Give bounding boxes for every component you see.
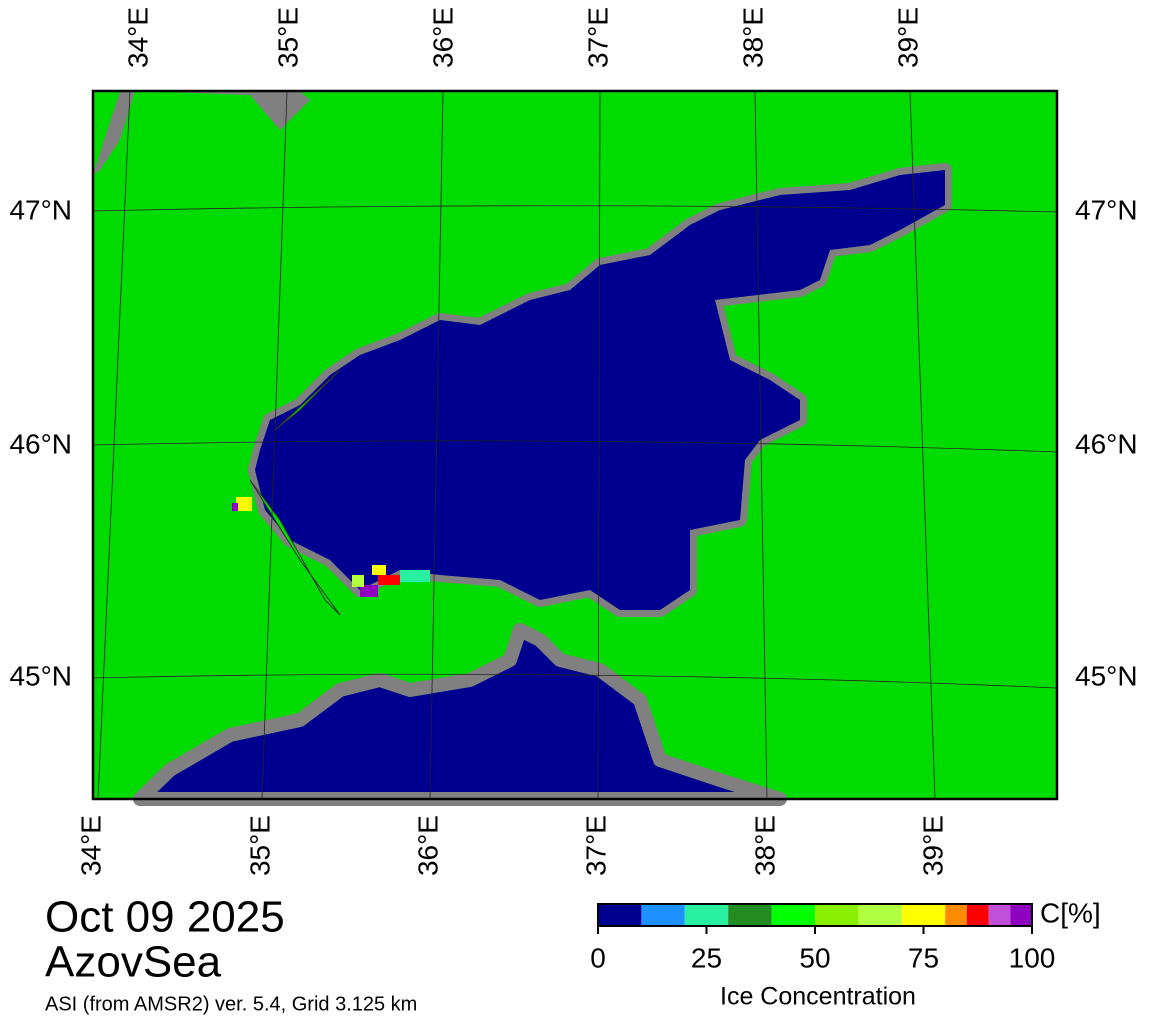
- colorbar-tick-label: 25: [691, 942, 722, 973]
- parallel: [92, 205, 1058, 213]
- colorbar-segment: [728, 904, 772, 926]
- colorbar-segment: [901, 904, 946, 926]
- meridian: [429, 90, 444, 800]
- colorbar-segment: [1010, 904, 1032, 926]
- colorbar-segment: [945, 904, 967, 926]
- meridian: [97, 90, 131, 800]
- colorbar-segment: [815, 904, 859, 926]
- graticule: [92, 90, 1058, 800]
- ice-pixel: [400, 570, 430, 582]
- meridian: [261, 90, 288, 800]
- colorbar-tick-label: 50: [799, 942, 830, 973]
- lon-label-top: 35°E: [272, 7, 303, 68]
- lon-label-bottom: 37°E: [580, 815, 611, 876]
- lat-label-right: 45°N: [1075, 660, 1138, 691]
- meridian: [754, 90, 768, 800]
- parallel: [92, 673, 1058, 689]
- lat-label-right: 46°N: [1075, 428, 1138, 459]
- azov-sea-water: [255, 170, 945, 610]
- region: AzovSea: [45, 938, 222, 987]
- ice-pixel: [360, 585, 378, 597]
- ice-pixel: [232, 503, 238, 511]
- river-coast: [93, 91, 310, 175]
- lon-label-top: 37°E: [582, 7, 613, 68]
- colorbar-segment: [684, 904, 729, 926]
- colorbar-title: Ice Concentration: [720, 983, 916, 1011]
- lon-label-top: 39°E: [892, 7, 923, 68]
- colorbar-unit: C[%]: [1040, 897, 1101, 928]
- colorbar-segment: [858, 904, 902, 926]
- lon-label-top: 36°E: [427, 7, 458, 68]
- ice-pixel: [352, 575, 364, 587]
- lon-label-top: 38°E: [737, 7, 768, 68]
- date: Oct 09 2025: [45, 893, 285, 942]
- subtitle: ASI (from AMSR2) ver. 5.4, Grid 3.125 km: [45, 993, 417, 1015]
- lon-label-bottom: 34°E: [75, 815, 106, 876]
- colorbar-segment: [988, 904, 1011, 926]
- parallel: [92, 440, 1058, 453]
- lat-label-left: 45°N: [9, 660, 72, 691]
- colorbar-segment: [966, 904, 989, 926]
- lon-label-bottom: 35°E: [244, 815, 275, 876]
- lat-label-left: 47°N: [9, 194, 72, 225]
- lat-label-left: 46°N: [9, 428, 72, 459]
- lon-label-bottom: 38°E: [749, 815, 780, 876]
- lon-label-bottom: 36°E: [412, 815, 443, 876]
- lat-label-right: 47°N: [1075, 194, 1138, 225]
- colorbar-segment: [598, 904, 642, 926]
- meridian: [597, 90, 601, 800]
- black-sea: [133, 623, 787, 806]
- ice-pixel: [378, 575, 400, 585]
- ice-pixels: [232, 497, 430, 597]
- ice-pixel: [236, 497, 252, 511]
- spit: [249, 369, 341, 616]
- ice-pixel: [372, 565, 386, 575]
- colorbar-tick-label: 0: [590, 942, 606, 973]
- lon-label-top: 34°E: [122, 7, 153, 68]
- colorbar-segment: [641, 904, 685, 926]
- map: [91, 89, 1059, 806]
- colorbar-segment: [771, 904, 815, 926]
- colorbar-tick-label: 100: [1009, 942, 1056, 973]
- colorbar-tick-label: 75: [908, 942, 939, 973]
- lon-label-bottom: 39°E: [917, 815, 948, 876]
- frame: [91, 89, 1059, 801]
